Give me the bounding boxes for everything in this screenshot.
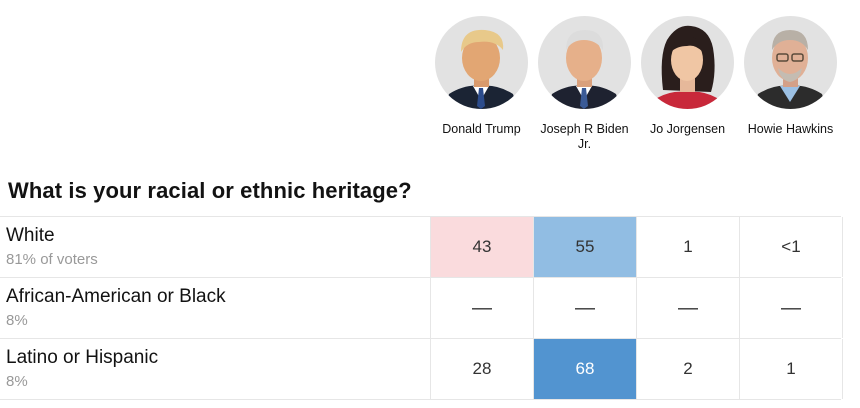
group-share: 8% [6,312,28,329]
result-cell-jorgensen: — [636,278,739,338]
person-portrait-icon [445,29,518,109]
result-cell-hawkins: 1 [739,339,843,399]
group-share: 81% of voters [6,251,98,268]
group-share: 8% [6,373,28,390]
person-portrait-icon [754,30,827,109]
result-cell-biden: 68 [533,339,636,399]
candidate-hawkins: Howie Hawkins [739,16,842,137]
candidate-photo-biden [538,16,631,109]
result-cell-hawkins: — [739,278,843,338]
group-label: African-American or Black [6,286,226,307]
candidate-trump: Donald Trump [430,16,533,137]
result-cell-trump: 43 [430,217,533,277]
result-cell-biden: — [533,278,636,338]
result-cell-trump: 28 [430,339,533,399]
result-cell-jorgensen: 1 [636,217,739,277]
table-row: African-American or Black 8% — — — — [0,277,843,338]
candidate-photo-trump [435,16,528,109]
candidate-photo-jorgensen [641,16,734,109]
group-label: White [6,225,55,246]
table-row: White 81% of voters 43 55 1 <1 [0,216,843,277]
candidate-name: Jo Jorgensen [649,122,726,136]
result-cell-jorgensen: 2 [636,339,739,399]
candidate-biden: Joseph R Biden Jr. [533,16,636,152]
candidate-photo-hawkins [744,16,837,109]
candidate-name: Joseph R Biden Jr. [540,122,629,151]
result-cell-hawkins: <1 [739,217,843,277]
person-portrait-icon [653,25,721,109]
question-title: What is your racial or ethnic heritage? [8,178,412,203]
person-portrait-icon [548,30,621,109]
result-cell-trump: — [430,278,533,338]
result-cell-biden: 55 [533,217,636,277]
candidate-jorgensen: Jo Jorgensen [636,16,739,137]
results-table: White 81% of voters 43 55 1 <1 African-A… [0,216,843,400]
group-label: Latino or Hispanic [6,347,159,368]
candidate-name: Donald Trump [442,122,521,136]
table-row: Latino or Hispanic 8% 28 68 2 1 [0,338,843,400]
candidate-name: Howie Hawkins [747,122,834,136]
